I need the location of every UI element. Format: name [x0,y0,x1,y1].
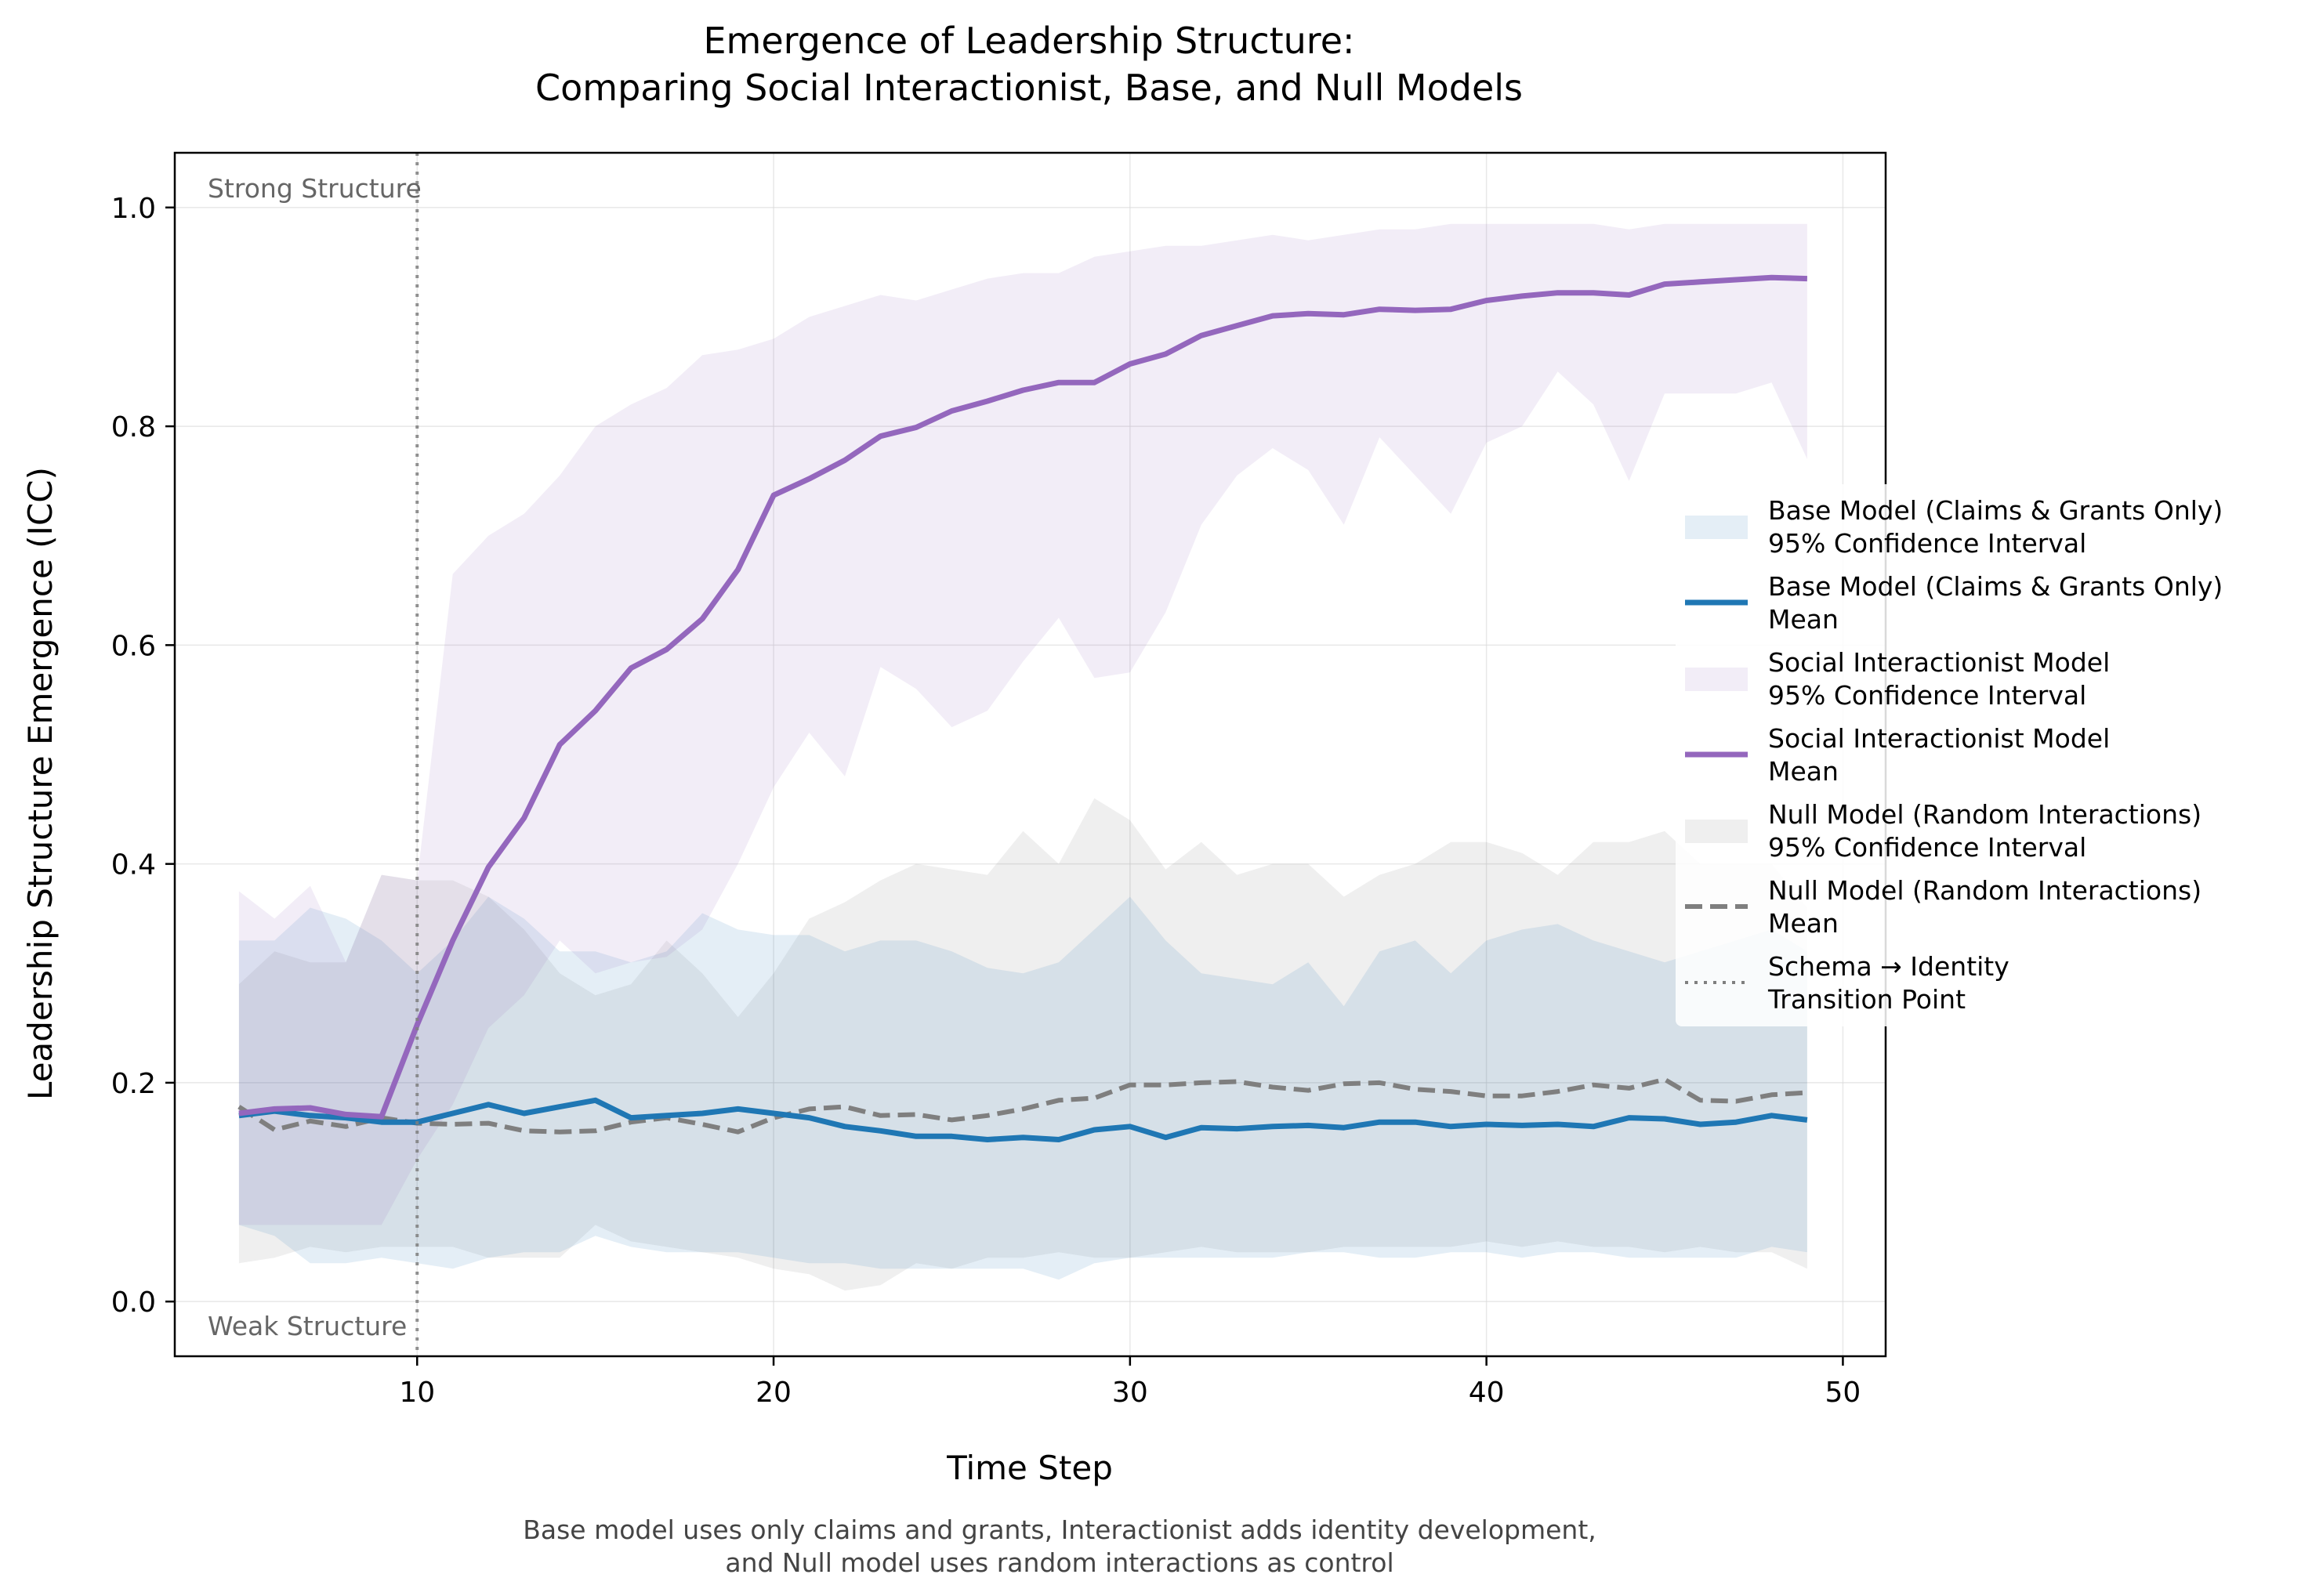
legend-label-line-1: Social Interactionist Model [1768,723,2110,754]
legend-entry-ci-base: Base Model (Claims & Grants Only)95% Con… [1685,495,2223,559]
caption-line-2: and Null model uses random interactions … [725,1547,1393,1578]
legend-label-line-2: Mean [1768,604,1839,635]
x-axis-label: Time Step [946,1449,1113,1487]
legend-label-line-2: Mean [1768,908,1839,939]
legend-label-line-2: Mean [1768,756,1839,787]
social-mean-line [238,274,1808,1120]
legend-label-line-1: Schema → Identity [1768,951,2009,982]
legend: Base Model (Claims & Grants Only)95% Con… [1676,484,2295,1026]
y-tick-label: 0.4 [111,849,156,881]
legend-ci-swatch [1685,516,1748,539]
y-tick-label: 1.0 [111,193,156,225]
grid [175,153,1886,1356]
base-ci-band [238,896,1807,1280]
y-tick-label: 0.0 [111,1287,156,1319]
legend-label-line-1: Null Model (Random Interactions) [1768,799,2201,830]
social-ci-band [238,223,1807,1225]
legend-label-line-2: 95% Confidence Interval [1768,680,2086,711]
y-tick-label: 0.8 [111,411,156,443]
legend-entry-mean-null: Null Model (Random Interactions)Mean [1685,875,2201,939]
chart-title-line-1: Emergence of Leadership Structure: [703,20,1354,62]
confidence-bands [238,223,1807,1291]
x-axis-ticks: 10 20 30 40 50 [399,1356,1861,1409]
legend-frame [1676,484,2295,1026]
y-tick-label: 0.6 [111,630,156,662]
legend-label-line-1: Base Model (Claims & Grants Only) [1768,495,2223,526]
legend-label-line-2: 95% Confidence Interval [1768,528,2086,559]
legend-label-line-1: Base Model (Claims & Grants Only) [1768,571,2223,602]
legend-ci-swatch [1685,668,1748,691]
y-tick-label: 0.2 [111,1068,156,1100]
y-axis-ticks: 0.0 0.2 0.4 0.6 0.8 1.0 [111,193,175,1319]
caption-line-1: Base model uses only claims and grants, … [523,1515,1596,1545]
x-tick-label: 10 [399,1377,435,1409]
legend-entry-mean-base: Base Model (Claims & Grants Only)Mean [1685,571,2223,635]
legend-ci-swatch [1685,820,1748,843]
legend-label-line-2: Transition Point [1767,984,1966,1015]
null-mean-line [237,1077,1808,1135]
legend-label-line-1: Null Model (Random Interactions) [1768,875,2201,906]
legend-label-line-1: Social Interactionist Model [1768,647,2110,678]
x-tick-label: 30 [1112,1377,1148,1409]
chart-title-line-2: Comparing Social Interactionist, Base, a… [535,67,1523,109]
base-mean-line [238,1097,1808,1142]
mean-lines [237,274,1808,1142]
y-axis-label: Leadership Structure Emergence (ICC) [21,467,60,1100]
strong-structure-label: Strong Structure [208,173,422,204]
null-ci-band [238,798,1807,1291]
legend-label-line-2: 95% Confidence Interval [1768,832,2086,863]
weak-structure-label: Weak Structure [208,1311,407,1341]
x-tick-label: 40 [1469,1377,1505,1409]
x-tick-label: 50 [1825,1377,1861,1409]
legend-entry-ci-null: Null Model (Random Interactions)95% Conf… [1685,799,2201,863]
x-tick-label: 20 [756,1377,792,1409]
